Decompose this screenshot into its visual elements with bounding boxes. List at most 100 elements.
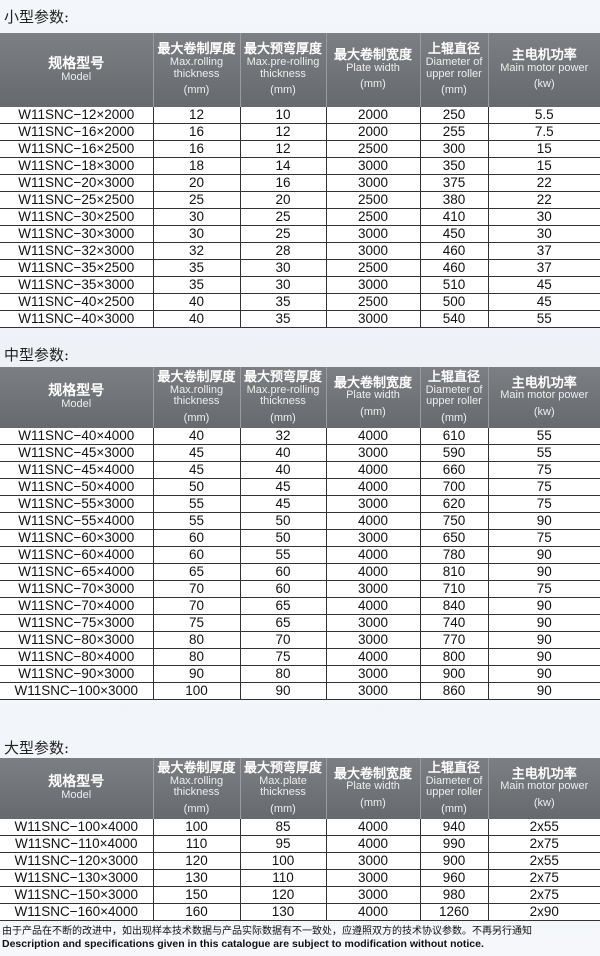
cell-main-motor-power: 90: [487, 597, 600, 615]
cell-main-motor-power: 2x75: [487, 886, 600, 904]
cell-model: W11SNC−70×4000: [0, 597, 153, 615]
cell-max-rolling-thickness: 90: [152, 665, 240, 683]
col-header-zh: 最大卷制厚度: [157, 42, 236, 58]
cell-max-rolling-thickness: 40: [152, 310, 240, 328]
col-header-en: Max.pre-rolling thickness: [246, 383, 320, 408]
header-row: 规格型号 Model 最大卷制厚度 Max.rolling thickness (mm)…: [0, 33, 600, 107]
cell-upper-roller-diameter: 540: [419, 310, 488, 328]
cell-main-motor-power: 75: [487, 495, 600, 513]
cell-upper-roller-diameter: 900: [419, 852, 488, 870]
cell-upper-roller-diameter: 250: [419, 107, 488, 124]
cell-main-motor-power: 2x90: [487, 903, 600, 921]
cell-plate-width: 2500: [325, 293, 420, 311]
cell-upper-roller-diameter: 710: [419, 580, 488, 598]
cell-upper-roller-diameter: 410: [419, 208, 488, 226]
cell-upper-roller-diameter: 900: [419, 665, 488, 683]
cell-model: W11SNC−55×4000: [0, 512, 153, 530]
cell-plate-width: 2000: [325, 107, 420, 124]
cell-upper-roller-diameter: 700: [419, 478, 488, 496]
col-header-en: Model: [61, 398, 92, 411]
col-header-zh: 最大卷制宽度: [333, 375, 412, 391]
col-header-max-prebend-thickness: 最大预弯厚度 Max.pre-rolling thickness (mm): [239, 367, 326, 428]
table-row: W11SNC−45×3000 45 40 3000 590 55: [0, 444, 600, 462]
cell-model: W11SNC−75×3000: [0, 614, 153, 632]
cell-plate-width: 4000: [325, 835, 420, 853]
cell-upper-roller-diameter: 860: [419, 682, 488, 700]
col-header-zh: 最大卷制宽度: [333, 48, 412, 64]
table-row: W11SNC−80×4000 80 75 4000 800 90: [0, 648, 600, 666]
cell-model: W11SNC−40×2500: [0, 293, 153, 311]
table-row: W11SNC−70×4000 70 65 4000 840 90: [0, 597, 600, 615]
cell-upper-roller-diameter: 590: [419, 444, 488, 462]
cell-plate-width: 4000: [325, 563, 420, 581]
col-header-zh: 主电机功率: [511, 375, 577, 391]
table-row: W11SNC−70×3000 70 60 3000 710 75: [0, 580, 600, 598]
cell-model: W11SNC−100×3000: [0, 682, 153, 700]
cell-main-motor-power: 22: [487, 191, 600, 209]
cell-plate-width: 3000: [325, 852, 420, 870]
cell-max-prebend-thickness: 35: [239, 310, 326, 328]
cell-max-rolling-thickness: 80: [152, 631, 240, 649]
cell-plate-width: 2500: [325, 259, 420, 277]
cell-main-motor-power: 90: [487, 614, 600, 632]
cell-max-rolling-thickness: 160: [152, 903, 240, 921]
cell-max-rolling-thickness: 16: [152, 140, 240, 158]
cell-main-motor-power: 55: [487, 428, 600, 445]
col-header-en: Diameter of upper roller: [425, 56, 483, 80]
cell-max-rolling-thickness: 110: [152, 835, 240, 853]
cell-plate-width: 4000: [325, 597, 420, 615]
col-header-upper-roller-diameter: 上辊直径 Diameter of upper roller (mm): [419, 758, 488, 819]
cell-model: W11SNC−45×4000: [0, 461, 153, 479]
cell-max-prebend-thickness: 28: [239, 242, 326, 260]
col-header-model: 规格型号 Model: [0, 33, 153, 107]
cell-main-motor-power: 55: [487, 444, 600, 462]
cell-max-prebend-thickness: 55: [239, 546, 326, 564]
cell-max-rolling-thickness: 45: [152, 461, 240, 479]
cell-upper-roller-diameter: 980: [419, 886, 488, 904]
cell-main-motor-power: 30: [487, 208, 600, 226]
table-row: W11SNC−55×4000 55 50 4000 750 90: [0, 512, 600, 530]
cell-plate-width: 3000: [325, 225, 420, 243]
col-header-en: Plate width: [346, 780, 400, 793]
cell-max-prebend-thickness: 65: [239, 614, 326, 632]
col-header-zh: 上辊直径: [427, 42, 480, 58]
cell-plate-width: 2500: [325, 208, 420, 226]
cell-model: W11SNC−130×3000: [0, 869, 153, 887]
cell-max-rolling-thickness: 55: [152, 512, 240, 530]
table-row: W11SNC−30×2500 30 25 2500 410 30: [0, 208, 600, 226]
header-row: 规格型号 Model 最大卷制厚度 Max.rolling thickness (mm)…: [0, 367, 600, 428]
cell-max-rolling-thickness: 40: [152, 428, 240, 445]
cell-model: W11SNC−16×2000: [0, 123, 153, 141]
cell-plate-width: 3000: [325, 869, 420, 887]
cell-plate-width: 3000: [325, 495, 420, 513]
col-header-en: Model: [61, 70, 92, 83]
table-row: W11SNC−55×3000 55 45 3000 620 75: [0, 495, 600, 513]
cell-main-motor-power: 15: [487, 140, 600, 158]
cell-upper-roller-diameter: 450: [419, 225, 488, 243]
cell-upper-roller-diameter: 840: [419, 597, 488, 615]
col-header-unit: (mm): [360, 405, 386, 418]
cell-upper-roller-diameter: 990: [419, 835, 488, 853]
cell-max-rolling-thickness: 70: [152, 597, 240, 615]
cell-max-prebend-thickness: 50: [239, 529, 326, 547]
cell-model: W11SNC−32×3000: [0, 242, 153, 260]
cell-max-rolling-thickness: 30: [152, 225, 240, 243]
table-row: W11SNC−100×3000 100 90 3000 860 90: [0, 682, 600, 700]
table-row: W11SNC−130×3000 130 110 3000 960 2x75: [0, 869, 600, 887]
col-header-zh: 最大卷制厚度: [157, 369, 236, 385]
cell-upper-roller-diameter: 940: [419, 819, 488, 836]
col-header-model: 规格型号 Model: [0, 758, 153, 819]
cell-main-motor-power: 5.5: [487, 107, 600, 124]
cell-max-prebend-thickness: 12: [239, 123, 326, 141]
col-header-unit: (kw): [533, 796, 555, 809]
cell-plate-width: 3000: [325, 444, 420, 462]
cell-max-rolling-thickness: 30: [152, 208, 240, 226]
cell-max-prebend-thickness: 90: [239, 682, 326, 700]
col-header-zh: 最大预弯厚度: [243, 760, 322, 776]
table-row: W11SNC−18×3000 18 14 3000 350 15: [0, 157, 600, 175]
cell-plate-width: 3000: [325, 886, 420, 904]
col-header-zh: 规格型号: [48, 55, 105, 72]
section-title-small: 小型参数:: [4, 8, 70, 26]
col-header-zh: 最大卷制厚度: [157, 760, 236, 776]
cell-max-rolling-thickness: 100: [152, 819, 240, 836]
